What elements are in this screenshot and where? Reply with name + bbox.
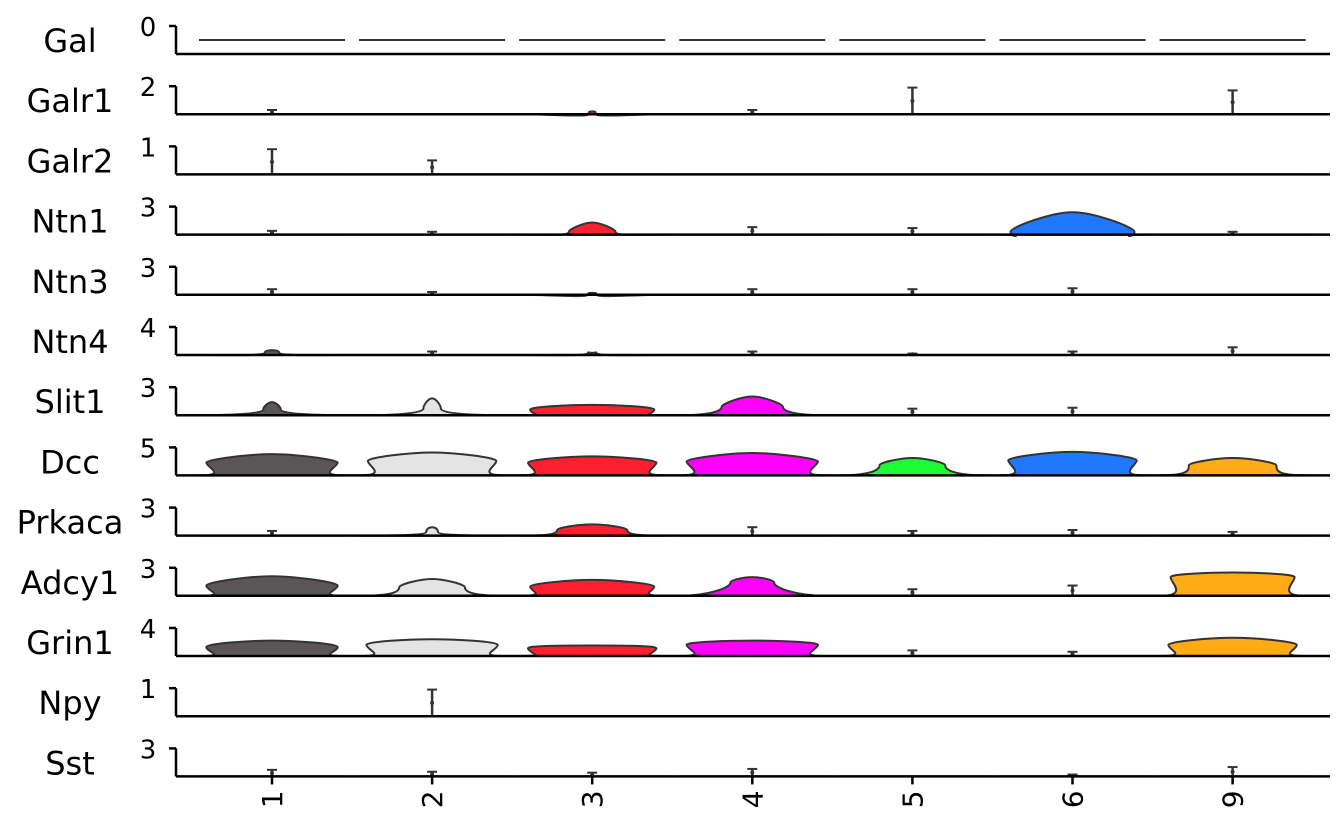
violin-point	[430, 165, 435, 170]
gene-row-slit1: Slit1 3	[35, 374, 1330, 421]
violin-point	[910, 290, 915, 294]
violin-body	[198, 453, 346, 477]
gene-row-ntn1: Ntn1 3	[31, 194, 1330, 241]
y-max-tick-label: 3	[140, 555, 157, 585]
violin-body	[198, 401, 346, 417]
gene-row-ntn3: Ntn3 3	[31, 254, 1330, 301]
violin-point	[1230, 769, 1235, 774]
gene-row-dcc: Dcc 5	[40, 434, 1330, 481]
violin-body	[359, 397, 506, 417]
violin-body	[679, 576, 826, 597]
gene-label: Sst	[45, 744, 95, 782]
gene-label: Npy	[38, 684, 101, 722]
x-tick-label: 3	[576, 790, 609, 808]
violin-body	[359, 526, 506, 537]
violin-point	[270, 531, 274, 536]
x-tick-label: 1	[256, 790, 289, 808]
violin-point	[270, 290, 274, 294]
violin-point	[1230, 100, 1235, 105]
violin-point	[1070, 530, 1075, 535]
violin-body	[359, 451, 506, 477]
violin-body	[519, 455, 666, 477]
gene-label: Ntn4	[31, 323, 108, 361]
violin-body	[359, 577, 506, 597]
gene-label: Slit1	[35, 383, 106, 421]
gene-label: Galr1	[27, 82, 114, 120]
y-max-tick-label: 5	[140, 434, 157, 464]
violin-body	[359, 638, 506, 657]
violin-point	[750, 228, 755, 233]
y-max-tick-label: 4	[140, 314, 157, 344]
gene-row-gal: Gal 0	[43, 13, 1330, 60]
violin-point	[750, 770, 755, 775]
y-max-tick-label: 1	[140, 675, 157, 705]
violin-body	[999, 450, 1146, 477]
y-max-tick-label: 1	[140, 133, 157, 163]
violin-body	[679, 639, 826, 657]
x-tick-label: 4	[736, 790, 769, 808]
gene-row-ntn4: Ntn4 4	[31, 314, 1330, 361]
x-tick-label: 6	[1057, 790, 1090, 808]
violin-point	[430, 700, 435, 705]
gene-row-galr1: Galr1 2	[27, 73, 1330, 120]
y-max-tick-label: 3	[140, 374, 157, 404]
gene-row-prkaca: Prkaca 3	[17, 495, 1330, 542]
gene-row-sst: Sst 3	[45, 735, 1330, 782]
x-tick-label: 5	[896, 790, 929, 808]
violin-body	[519, 523, 666, 537]
violin-point	[910, 531, 915, 536]
gene-label: Gal	[43, 22, 96, 60]
gene-label: Adcy1	[21, 564, 120, 602]
violin-body	[519, 644, 666, 657]
gene-label: Ntn3	[31, 263, 108, 301]
violin-point	[910, 651, 915, 656]
gene-label: Grin1	[26, 624, 113, 662]
y-max-tick-label: 4	[140, 615, 157, 645]
gene-row-galr2: Galr2 1	[27, 133, 1330, 180]
violin-body	[198, 639, 346, 657]
violin-point	[750, 290, 755, 294]
y-max-tick-label: 3	[140, 254, 157, 284]
violin-point	[1230, 349, 1235, 354]
gene-label: Galr2	[27, 142, 114, 180]
y-max-tick-label: 0	[140, 13, 157, 43]
violin-point	[910, 98, 915, 103]
violin-body	[839, 457, 986, 477]
violin-body	[519, 578, 666, 597]
y-max-tick-label: 3	[140, 495, 157, 525]
y-max-tick-label: 2	[140, 73, 157, 103]
violin-body	[519, 221, 666, 236]
violin-point	[1070, 409, 1075, 414]
gene-row-npy: Npy 1	[38, 675, 1330, 722]
violin-body	[198, 575, 346, 597]
gene-row-adcy1: Adcy1 3	[21, 555, 1330, 602]
violin-point	[430, 772, 435, 777]
violin-point	[270, 159, 274, 164]
violin-body	[679, 451, 826, 477]
violin-point	[270, 771, 274, 776]
violin-body	[519, 403, 666, 417]
violin-body	[1159, 636, 1306, 657]
gene-label: Ntn1	[31, 203, 108, 241]
y-max-tick-label: 3	[140, 194, 157, 224]
x-tick-label: 2	[416, 790, 449, 808]
violin-body	[1159, 571, 1306, 597]
x-tick-label: 9	[1217, 790, 1250, 808]
y-max-tick-label: 3	[140, 735, 157, 765]
violin-point	[910, 229, 915, 234]
gene-label: Dcc	[40, 443, 100, 481]
gene-label: Prkaca	[17, 504, 124, 542]
violin-point	[1070, 289, 1075, 294]
gene-row-grin1: Grin1 4	[26, 615, 1330, 662]
violin-body	[679, 395, 826, 417]
violin-body	[1159, 457, 1306, 477]
violin-point	[910, 590, 915, 595]
violin-body	[999, 211, 1146, 237]
violin-point	[910, 409, 915, 414]
violin-point	[1070, 588, 1075, 593]
violin-point	[750, 529, 755, 534]
